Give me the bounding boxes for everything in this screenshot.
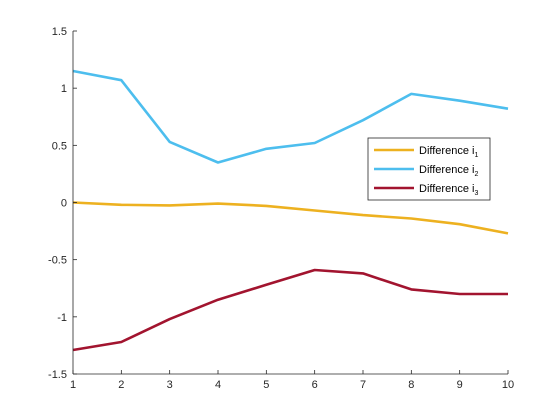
x-tick-label: 4 [215, 379, 221, 391]
y-tick-label: -1 [57, 312, 67, 324]
y-tick-label: 0.5 [52, 140, 67, 152]
legend-entry-1: Difference i1 [419, 145, 478, 159]
x-tick-label: 10 [502, 379, 514, 391]
axes: 1 2 3 4 5 6 7 8 9 10 -1.5 -1 -0.5 0 0.5 1 1.5 [48, 26, 514, 391]
x-tick-label: 5 [263, 379, 269, 391]
legend-entry-label: Difference i [419, 145, 474, 157]
legend-entry-2: Difference i2 [419, 164, 478, 178]
x-tick-label: 3 [167, 379, 173, 391]
x-tick-label: 2 [118, 379, 124, 391]
x-tick-label: 6 [312, 379, 318, 391]
x-tick-label: 9 [457, 379, 463, 391]
y-tick-label: 0 [61, 198, 67, 210]
y-tick-label: -0.5 [48, 255, 67, 267]
legend-entry-3: Difference i3 [419, 183, 478, 197]
y-tick-label: 1.5 [52, 26, 67, 38]
x-tick-label: 8 [408, 379, 414, 391]
y-tick-label: -1.5 [48, 369, 67, 381]
legend-entry-subscript: 1 [474, 152, 478, 159]
legend-entry-label: Difference i [419, 183, 474, 195]
series-layer [72, 69, 509, 352]
series-line-2 [72, 69, 509, 164]
legend-entry-subscript: 3 [474, 190, 478, 197]
legend-entry-label: Difference i [419, 164, 474, 176]
series-line-1 [72, 201, 509, 235]
x-tick-label: 1 [70, 379, 76, 391]
x-tick-label: 7 [360, 379, 366, 391]
legend-entry-subscript: 2 [474, 171, 478, 178]
y-tick-label: 1 [61, 83, 67, 95]
series-line-3 [72, 268, 508, 352]
